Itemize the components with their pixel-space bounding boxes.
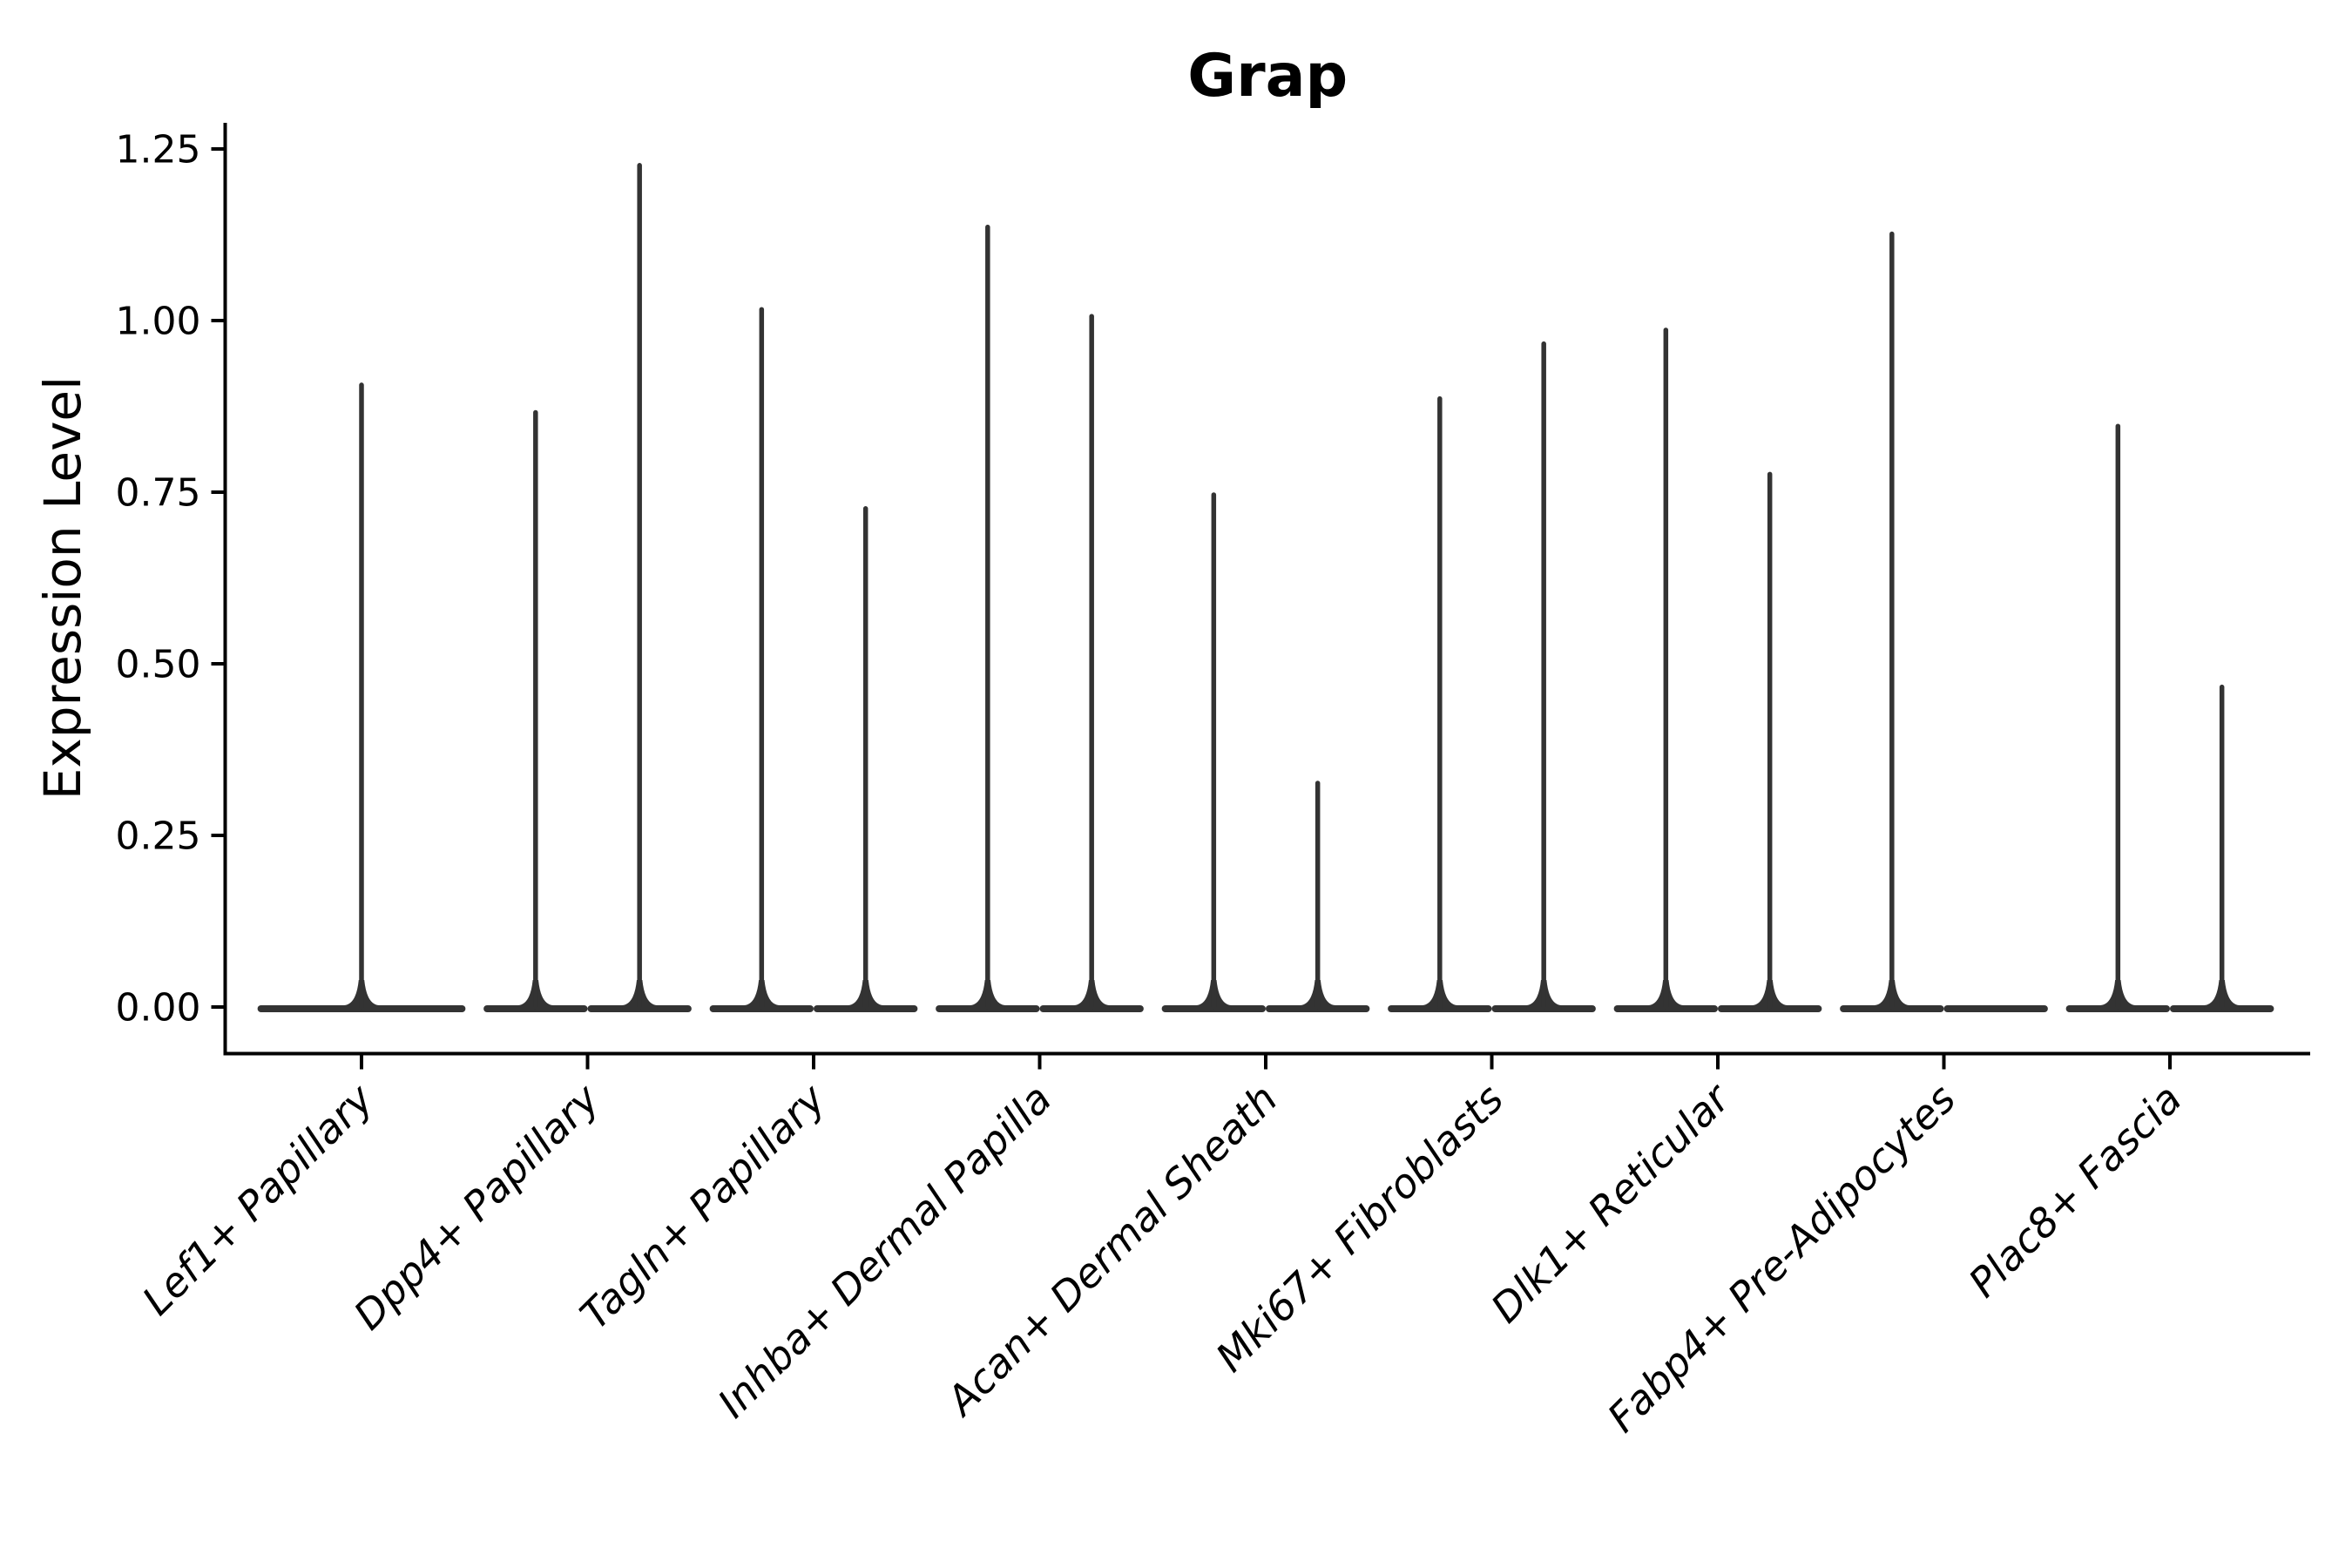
violin-group bbox=[709, 307, 918, 1012]
x-tick-label: Dpp4+ Papillary bbox=[345, 1075, 609, 1339]
violin-group bbox=[483, 163, 692, 1012]
violin-group bbox=[1161, 492, 1370, 1012]
y-tick-label: 1.00 bbox=[116, 300, 201, 344]
violin-group bbox=[936, 224, 1144, 1012]
violin-group bbox=[2065, 423, 2274, 1012]
x-tick-label: Lef1+ Papillary bbox=[133, 1075, 382, 1324]
x-tick-label: Plac8+ Fascia bbox=[1959, 1075, 2190, 1306]
violin-group bbox=[257, 382, 466, 1012]
x-tick-label: Dlk1+ Reticular bbox=[1482, 1073, 1740, 1332]
y-axis-label: Expression Level bbox=[33, 376, 92, 800]
y-tick-label: 1.25 bbox=[116, 128, 201, 172]
chart-title: Grap bbox=[1187, 42, 1348, 111]
x-tick-label: Tagln+ Papillary bbox=[571, 1075, 835, 1339]
y-tick-label: 0.25 bbox=[116, 814, 201, 859]
violin-group bbox=[1613, 328, 1822, 1012]
y-tick-label: 0.75 bbox=[116, 471, 201, 516]
y-tick-label: 0.00 bbox=[116, 986, 201, 1031]
y-tick-label: 0.50 bbox=[116, 643, 201, 687]
violin-group bbox=[1840, 231, 2048, 1012]
violin-group bbox=[1388, 341, 1596, 1012]
